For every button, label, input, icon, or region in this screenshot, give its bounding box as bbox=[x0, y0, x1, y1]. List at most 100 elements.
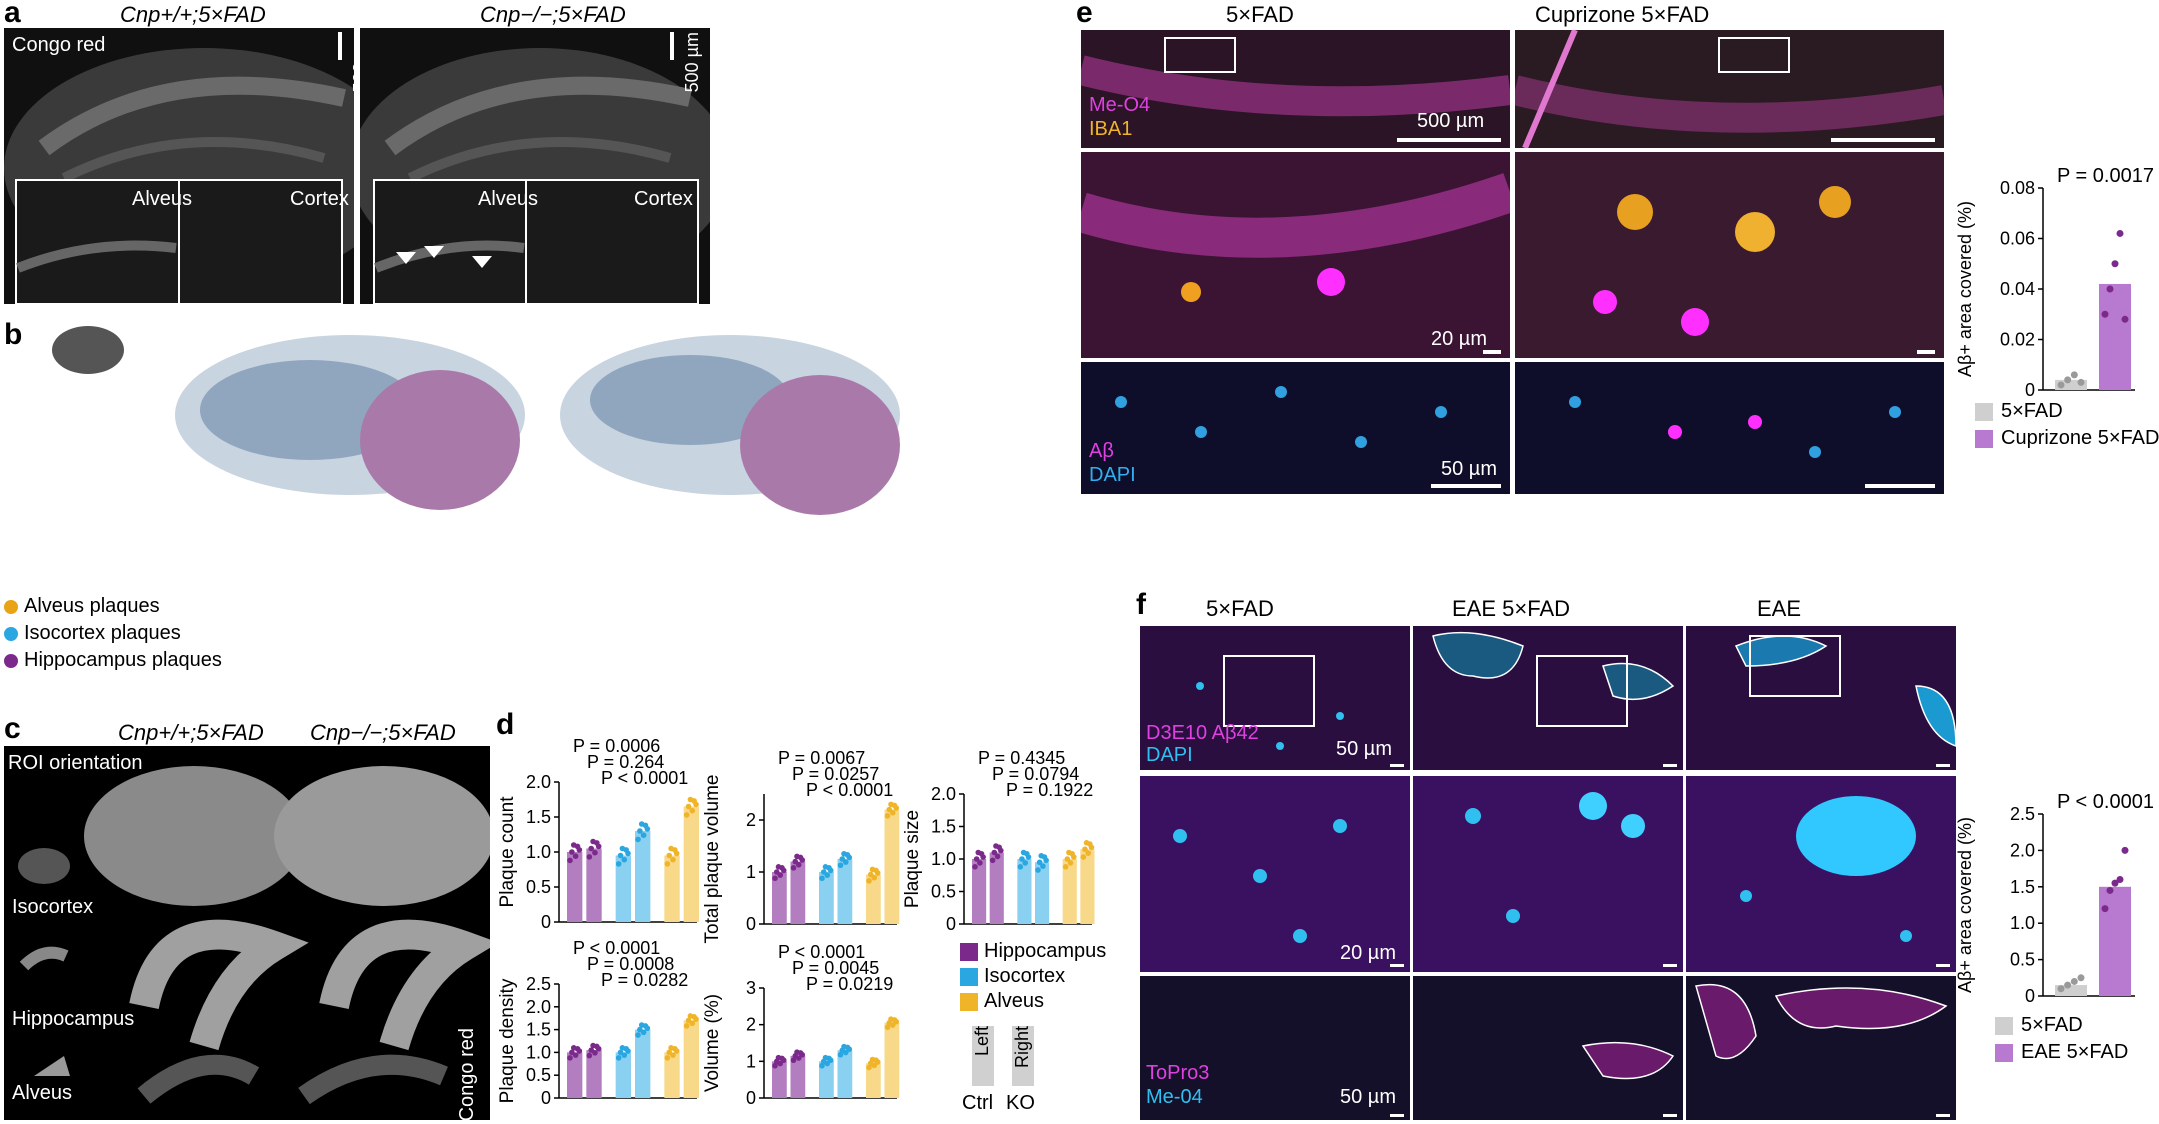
panel-f-row1-col3-art bbox=[1734, 635, 1956, 747]
panel-e-row1-left-art bbox=[1081, 37, 1510, 117]
p-value-annotation: P = 0.0219 bbox=[806, 974, 893, 994]
legend-dot-icon bbox=[4, 599, 18, 614]
y-axis-label: Aβ+ area covered (%) bbox=[1955, 201, 1975, 377]
panel-f-col2-title: EAE 5×FAD bbox=[1452, 596, 1571, 621]
panel-f-label: f bbox=[1136, 588, 1146, 621]
legend-label: 5×FAD bbox=[2001, 400, 2063, 422]
bar bbox=[635, 831, 651, 922]
panel-a-scale-label: 500 µm bbox=[350, 32, 354, 93]
scale-bar bbox=[1936, 964, 1950, 967]
data-point bbox=[889, 1022, 896, 1028]
p-value-annotation: P = 0.0257 bbox=[792, 764, 879, 784]
data-point bbox=[827, 1057, 834, 1064]
panel-c-label: c bbox=[4, 712, 21, 745]
panel-c-roi-shapes bbox=[18, 766, 490, 1105]
bar bbox=[615, 1052, 632, 1098]
data-point bbox=[824, 872, 831, 878]
bar bbox=[2099, 283, 2131, 390]
data-point bbox=[683, 812, 690, 818]
bar bbox=[615, 855, 632, 922]
scale-bar bbox=[670, 32, 674, 60]
legend-swatch-icon bbox=[1995, 1016, 2013, 1035]
y-tick-label: 0.04 bbox=[2000, 279, 2035, 299]
scale-bar bbox=[1917, 350, 1935, 354]
panel-e-row3-right-art bbox=[1569, 396, 1901, 458]
data-point bbox=[670, 856, 676, 863]
panel-c-roi-label: ROI orientation bbox=[8, 752, 143, 774]
panel-f-stain-dapi: DAPI bbox=[1146, 744, 1193, 766]
legend-swatch-icon bbox=[960, 942, 978, 961]
data-point bbox=[693, 801, 699, 808]
p-value-annotation: P = 0.0282 bbox=[601, 970, 688, 990]
y-tick-label: 1.0 bbox=[931, 849, 956, 869]
panel-a-micrograph-right: Alveus Cortex 500 µm bbox=[360, 28, 710, 304]
p-value-annotation: P < 0.0001 bbox=[778, 944, 865, 962]
legend-label: 5×FAD bbox=[2021, 1014, 2083, 1036]
data-point bbox=[1062, 864, 1069, 870]
data-point bbox=[994, 853, 1001, 860]
panel-e-col1-title: 5×FAD bbox=[1226, 2, 1294, 27]
bar bbox=[819, 1061, 834, 1098]
y-tick-label: 0.5 bbox=[526, 877, 551, 897]
data-point bbox=[772, 875, 778, 882]
data-point bbox=[586, 1052, 593, 1059]
y-tick-label: 1 bbox=[746, 1051, 756, 1071]
data-point bbox=[777, 872, 784, 878]
panel-b-plaque-clouds bbox=[175, 335, 900, 515]
data-point bbox=[842, 859, 849, 865]
data-point bbox=[1019, 856, 1025, 862]
data-point bbox=[893, 1018, 900, 1025]
p-value-annotation: P = 0.0006 bbox=[573, 738, 660, 756]
bar bbox=[772, 872, 787, 924]
panel-e-row3-left: Aβ DAPI 50 µm bbox=[1081, 362, 1510, 494]
data-point bbox=[595, 1045, 602, 1052]
ko-label: KO bbox=[1006, 1092, 1035, 1114]
data-point bbox=[842, 1049, 849, 1056]
bar bbox=[1017, 859, 1032, 924]
panel-f-stain-d3e10: D3E10 Aβ42 bbox=[1146, 722, 1259, 744]
data-point bbox=[819, 875, 825, 882]
scale-bar bbox=[1663, 1114, 1677, 1117]
y-tick-label: 2.5 bbox=[2010, 804, 2035, 824]
panel-f-row3-col3 bbox=[1686, 976, 1956, 1120]
data-point bbox=[664, 1055, 671, 1061]
y-tick-label: 1.0 bbox=[526, 842, 551, 862]
side-left-label: Left bbox=[972, 1026, 992, 1057]
data-point bbox=[1022, 860, 1029, 866]
y-tick-label: 0.02 bbox=[2000, 330, 2035, 350]
side-right-swatch: Right bbox=[1012, 1026, 1034, 1086]
legend-item-isocortex: Isocortex bbox=[960, 965, 1106, 988]
data-point bbox=[998, 847, 1004, 854]
data-point bbox=[693, 1016, 699, 1022]
data-point bbox=[664, 861, 671, 867]
bar bbox=[664, 855, 680, 922]
panel-e-row1-left: Me-O4 IBA1 500 µm bbox=[1081, 30, 1510, 148]
y-tick-label: 2.0 bbox=[931, 784, 956, 804]
y-axis-label: Plaque size bbox=[902, 810, 923, 908]
panel-c-row-hippocampus: Hippocampus bbox=[12, 1008, 135, 1030]
y-tick-label: 0.5 bbox=[931, 882, 956, 902]
panel-e-row2-right bbox=[1515, 152, 1944, 358]
bar bbox=[683, 1020, 700, 1098]
panel-a-col1-title: Cnp+/+;5×FAD bbox=[120, 2, 266, 27]
data-point bbox=[2057, 985, 2065, 993]
data-point bbox=[1088, 844, 1095, 851]
data-point bbox=[893, 805, 900, 811]
data-point bbox=[572, 853, 579, 859]
data-point bbox=[846, 854, 853, 861]
panel-f-row3-col2-art bbox=[1581, 1041, 1675, 1080]
scale-bar bbox=[338, 32, 342, 60]
y-tick-label: 0.06 bbox=[2000, 229, 2035, 249]
data-point bbox=[569, 849, 575, 855]
panel-e-stain-iba1: IBA1 bbox=[1089, 118, 1133, 140]
data-point bbox=[2070, 977, 2078, 985]
data-point bbox=[980, 854, 986, 860]
data-point bbox=[799, 857, 806, 863]
panel-b-label: b bbox=[4, 318, 23, 351]
data-point bbox=[673, 850, 680, 857]
data-point bbox=[977, 860, 983, 866]
y-tick-label: 1.5 bbox=[526, 807, 551, 827]
data-point bbox=[795, 861, 802, 868]
data-point bbox=[2070, 371, 2078, 379]
